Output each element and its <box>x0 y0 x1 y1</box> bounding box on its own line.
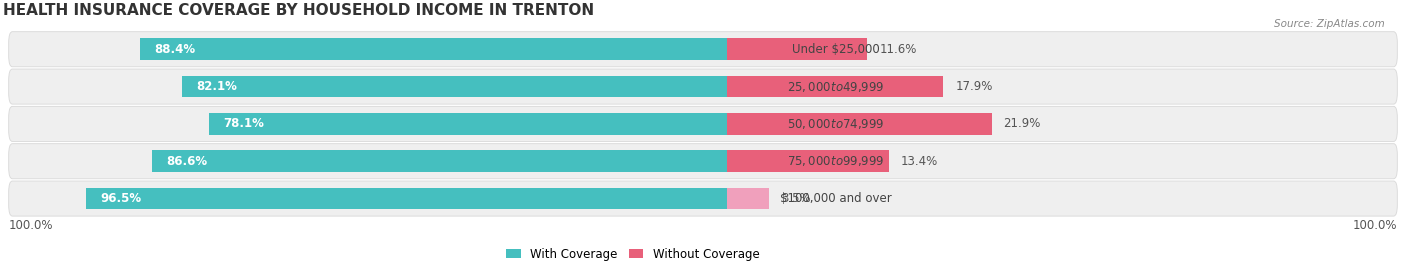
Text: $100,000 and over: $100,000 and over <box>780 192 891 205</box>
Text: 11.6%: 11.6% <box>879 43 917 56</box>
Text: 86.6%: 86.6% <box>166 155 208 168</box>
Text: 82.1%: 82.1% <box>197 80 238 93</box>
Text: $50,000 to $74,999: $50,000 to $74,999 <box>787 117 884 131</box>
FancyBboxPatch shape <box>8 106 1398 141</box>
Bar <box>727 188 769 209</box>
Text: 17.9%: 17.9% <box>955 80 993 93</box>
FancyBboxPatch shape <box>8 144 1398 179</box>
FancyBboxPatch shape <box>8 32 1398 67</box>
Text: HEALTH INSURANCE COVERAGE BY HOUSEHOLD INCOME IN TRENTON: HEALTH INSURANCE COVERAGE BY HOUSEHOLD I… <box>3 3 593 18</box>
Bar <box>727 150 889 172</box>
Legend: With Coverage, Without Coverage: With Coverage, Without Coverage <box>502 243 765 266</box>
FancyBboxPatch shape <box>8 69 1398 104</box>
Bar <box>141 38 727 60</box>
Bar <box>152 150 727 172</box>
Bar <box>208 113 727 135</box>
FancyBboxPatch shape <box>8 181 1398 216</box>
Text: 100.0%: 100.0% <box>1353 219 1398 232</box>
Text: 21.9%: 21.9% <box>1004 117 1040 130</box>
Text: 88.4%: 88.4% <box>155 43 195 56</box>
Bar <box>727 113 991 135</box>
Text: 13.4%: 13.4% <box>901 155 938 168</box>
Bar <box>181 76 727 97</box>
Text: Source: ZipAtlas.com: Source: ZipAtlas.com <box>1274 19 1385 29</box>
Bar <box>727 76 943 97</box>
Text: 3.5%: 3.5% <box>782 192 811 205</box>
Text: 96.5%: 96.5% <box>101 192 142 205</box>
Bar <box>727 38 868 60</box>
Bar <box>86 188 727 209</box>
Text: $25,000 to $49,999: $25,000 to $49,999 <box>787 80 884 94</box>
Text: Under $25,000: Under $25,000 <box>792 43 880 56</box>
Text: $75,000 to $99,999: $75,000 to $99,999 <box>787 154 884 168</box>
Text: 100.0%: 100.0% <box>8 219 53 232</box>
Text: 78.1%: 78.1% <box>224 117 264 130</box>
